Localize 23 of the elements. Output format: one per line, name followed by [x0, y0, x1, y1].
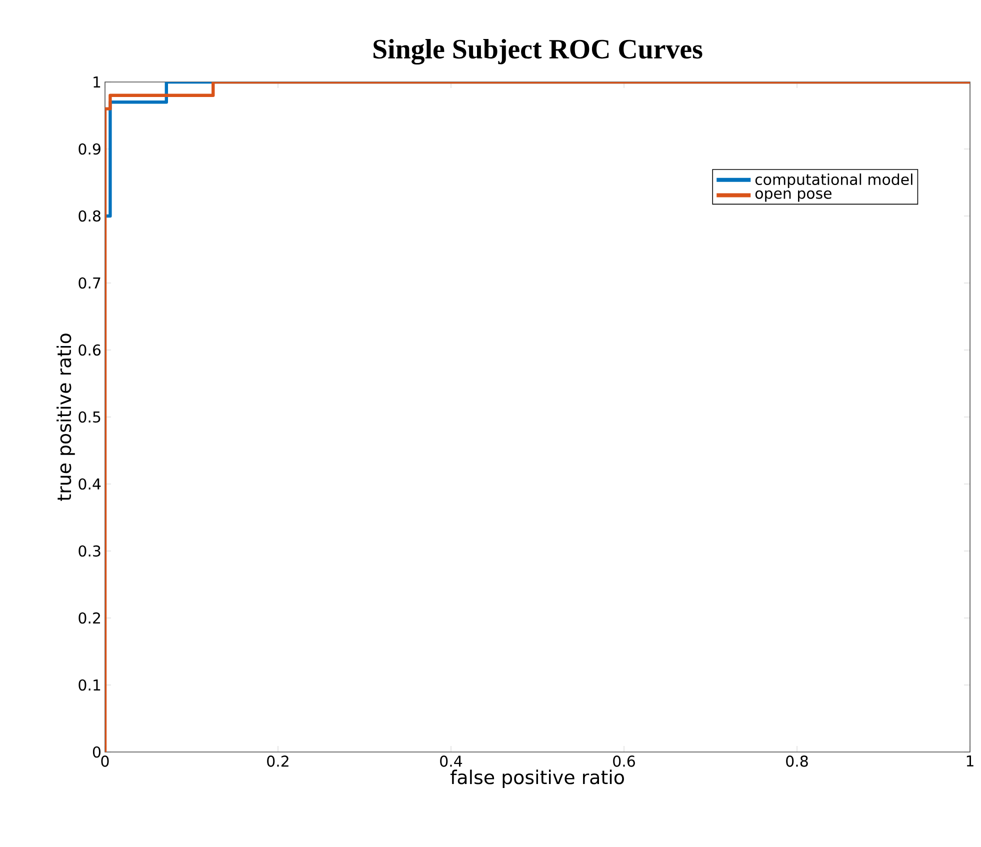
- y-tick-label: 0.4: [78, 478, 101, 490]
- y-tick-label: 1: [94, 76, 100, 88]
- x-tick-label: 0.4: [440, 756, 462, 767]
- y-tick-label: 0: [92, 746, 100, 758]
- y-axis-title: true positive ratio: [56, 334, 75, 501]
- y-tick-label: 0.3: [78, 545, 100, 557]
- y-tick-label: 0.6: [78, 344, 101, 356]
- x-tick-label: 1: [966, 756, 974, 766]
- y-tick-label: 0.5: [78, 411, 100, 423]
- x-tick-label: 0.8: [786, 756, 808, 767]
- legend-label: open pose: [755, 190, 832, 202]
- x-tick-label: 0: [101, 756, 109, 767]
- y-tick-label: 0.1: [78, 679, 100, 691]
- x-tick-label: 0.6: [613, 756, 635, 767]
- legend-label: computational model: [755, 174, 912, 188]
- chart-title: Single Subject ROC Curves: [374, 38, 702, 64]
- x-axis-title: false positive ratio: [450, 770, 624, 788]
- y-tick-label: 0.8: [78, 210, 100, 222]
- y-tick-label: 0.9: [78, 143, 100, 155]
- x-tick-label: 0.2: [267, 756, 288, 767]
- y-tick-label: 0.2: [78, 612, 100, 624]
- y-tick-label: 0.7: [78, 277, 100, 289]
- line-series: [105, 82, 970, 752]
